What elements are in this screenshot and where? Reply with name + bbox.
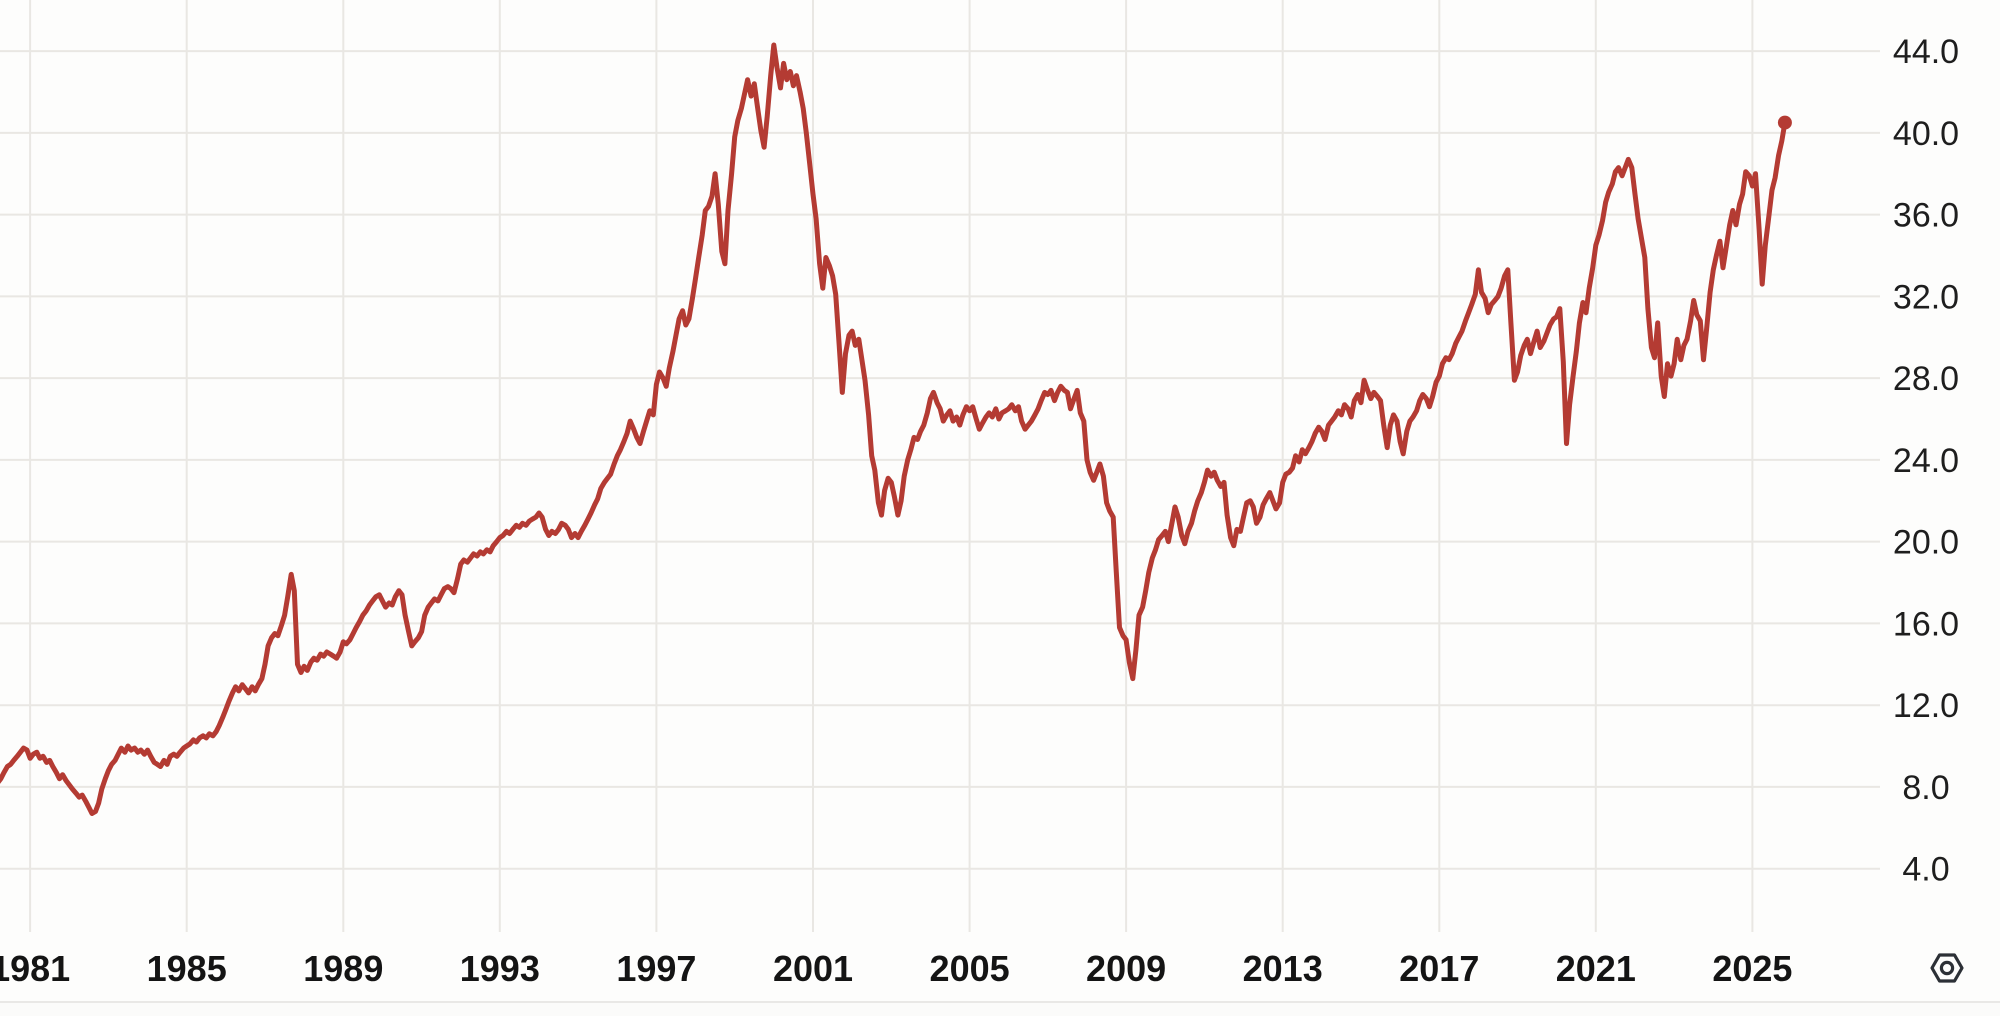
x-axis-label: 2025: [1712, 948, 1792, 989]
settings-icon: [1930, 953, 1964, 983]
y-axis-label: 16.0: [1893, 605, 1959, 643]
x-axis-label: 1985: [147, 948, 227, 989]
y-axis-label: 36.0: [1893, 197, 1959, 235]
y-axis-label: 32.0: [1893, 278, 1959, 316]
y-gridlines: [0, 50, 1880, 870]
y-axis-label: 8.0: [1902, 769, 1949, 807]
x-axis-label: 1993: [460, 948, 540, 989]
bottom-divider: [0, 1001, 2000, 1003]
y-axis-label: 24.0: [1893, 442, 1959, 480]
y-axis-label: 20.0: [1893, 524, 1959, 562]
y-axis-label: 44.0: [1893, 33, 1959, 71]
x-axis-label: 1989: [303, 948, 383, 989]
y-axis-label: 28.0: [1893, 360, 1959, 398]
x-gridlines: [29, 0, 1754, 932]
y-axis-label: 40.0: [1893, 115, 1959, 153]
y-axis-label: 12.0: [1893, 687, 1959, 725]
x-axis-label: 2009: [1086, 948, 1166, 989]
x-axis-label: 1981: [0, 948, 70, 989]
last-point-marker: [1777, 115, 1792, 130]
x-axis-label: 2017: [1399, 948, 1479, 989]
y-axis-label: 4.0: [1902, 851, 1949, 889]
x-axis-label: 2021: [1556, 948, 1636, 989]
x-axis-label: 2005: [930, 948, 1010, 989]
x-axis-labels: 1981 1985 1989 1993 1997 2001 2005 2009 2013 2017…: [0, 948, 1792, 989]
x-axis-label: 2001: [773, 948, 853, 989]
x-axis-label: 2013: [1243, 948, 1323, 989]
price-line: [0, 42, 1788, 816]
chart-settings-button[interactable]: [1922, 943, 1972, 993]
y-axis-labels: 44.0 40.0 36.0 32.0 28.0 24.0 20.0 16.0 12.0 8.0 4…: [1893, 33, 1959, 889]
footer-strip: [0, 1003, 2000, 1016]
x-axis-label: 1997: [616, 948, 696, 989]
